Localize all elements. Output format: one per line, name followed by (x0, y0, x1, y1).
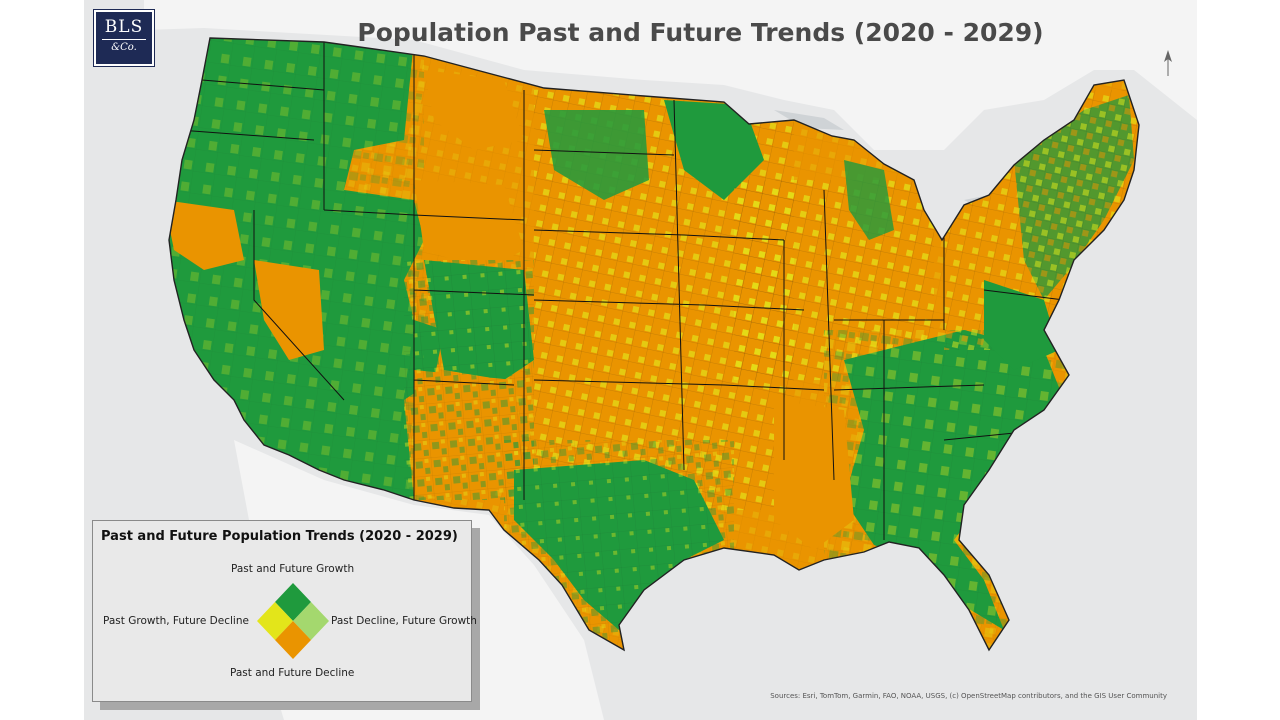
region-michigan-growth (844, 160, 894, 240)
logo-line1: BLS (104, 17, 144, 37)
canada-land (144, 0, 1197, 150)
us-outline (168, 37, 1140, 652)
region-delta-decline (774, 400, 854, 550)
region-virginia-growth (984, 280, 1059, 370)
legend-label-growth-decline: Past Growth, Future Decline (103, 615, 249, 627)
region-dakotas-growth (544, 110, 649, 200)
legend-label-decline-growth: Past Decline, Future Growth (331, 615, 477, 627)
company-logo: BLS &Co. (94, 10, 154, 66)
north-arrow-icon (1164, 50, 1172, 76)
region-wy-decline (414, 180, 524, 270)
state-boundaries (178, 40, 1065, 540)
legend-diamond (257, 583, 329, 659)
legend-label-decline-decline: Past and Future Decline (230, 667, 355, 679)
legend-panel: Past and Future Population Trends (2020 … (92, 520, 477, 702)
logo-line2: &Co. (111, 42, 137, 53)
map-canvas (144, 0, 1197, 720)
logo-rule (102, 39, 146, 40)
legend-swatch-decline-decline (275, 621, 311, 659)
region-minnesota-growth (664, 100, 764, 200)
map-sources: Sources: Esri, TomTom, Garmin, FAO, NOAA… (770, 692, 1167, 700)
legend-title: Past and Future Population Trends (2020 … (101, 529, 458, 544)
map-frame: Population Past and Future Trends (2020 … (84, 0, 1197, 720)
region-mt-decline (424, 70, 524, 150)
map-title: Population Past and Future Trends (2020 … (357, 18, 1044, 47)
region-ca-nv-decline (169, 200, 324, 360)
legend-label-growth-growth: Past and Future Growth (231, 563, 355, 575)
